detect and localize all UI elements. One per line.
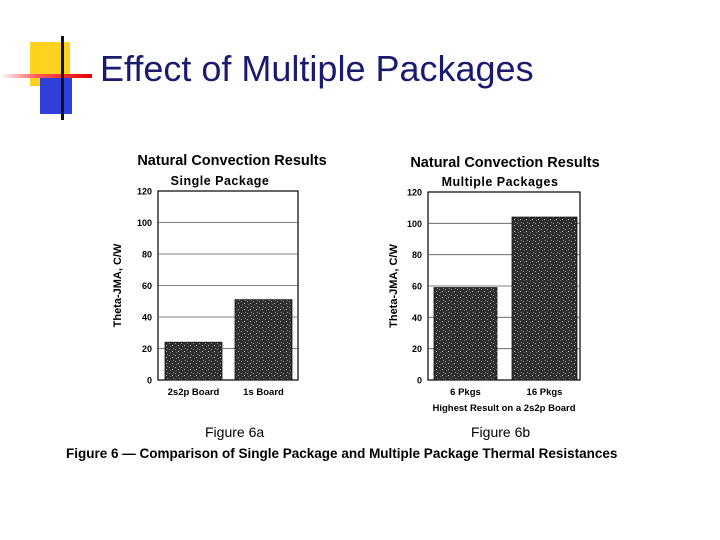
chart-b-subtitle: Multiple Packages	[442, 175, 559, 189]
chart-a-bar	[234, 299, 293, 381]
chart-b-y-tick-label: 60	[412, 282, 422, 292]
decor-red-line	[0, 74, 92, 78]
chart-b-bar	[433, 287, 498, 381]
chart-b-y-tick-label: 20	[412, 344, 422, 354]
chart-b-title: Natural Convection Results	[410, 155, 599, 171]
chart-a-subtitle: Single Package	[171, 174, 270, 188]
figure-b-label: Figure 6b	[471, 424, 531, 440]
chart-b-y-tick-label: 80	[412, 250, 422, 260]
chart-a-y-tick-label: 100	[137, 218, 152, 228]
chart-a-category-label: 2s2p Board	[168, 387, 220, 398]
chart-a-y-tick-label: 60	[142, 281, 152, 291]
chart-b-y-axis-label: Theta-JMA, C/W	[388, 244, 400, 328]
chart-a-bar	[164, 341, 223, 381]
chart-a-y-tick-label: 120	[137, 187, 152, 197]
slide-title: Effect of Multiple Packages	[100, 48, 534, 89]
decor-black-line	[61, 36, 64, 120]
chart-a-title: Natural Convection Results	[137, 153, 326, 169]
chart-b-y-tick-label: 100	[407, 219, 422, 229]
chart-b-y-tick-label: 120	[407, 188, 422, 198]
chart-b-category-label: 6 Pkgs	[450, 387, 481, 398]
decor-blue-square	[40, 74, 72, 114]
figure-a-label: Figure 6a	[205, 424, 265, 440]
chart-a-y-tick-label: 80	[142, 250, 152, 260]
chart-b-x-axis-label: Highest Result on a 2s2p Board	[432, 403, 575, 414]
chart-a-y-tick-label: 40	[142, 313, 152, 323]
chart-b-y-tick-label: 40	[412, 313, 422, 323]
chart-b-bar	[511, 216, 578, 381]
chart-b-y-tick-label: 0	[417, 376, 422, 386]
chart-a-y-axis-label: Theta-JMA, C/W	[112, 243, 124, 327]
figure-caption: Figure 6 — Comparison of Single Package …	[66, 446, 618, 461]
chart-a-y-tick-label: 0	[147, 376, 152, 386]
chart-b-category-label: 16 Pkgs	[527, 387, 563, 398]
chart-a-y-tick-label: 20	[142, 344, 152, 354]
chart-a-category-label: 1s Board	[243, 387, 284, 398]
